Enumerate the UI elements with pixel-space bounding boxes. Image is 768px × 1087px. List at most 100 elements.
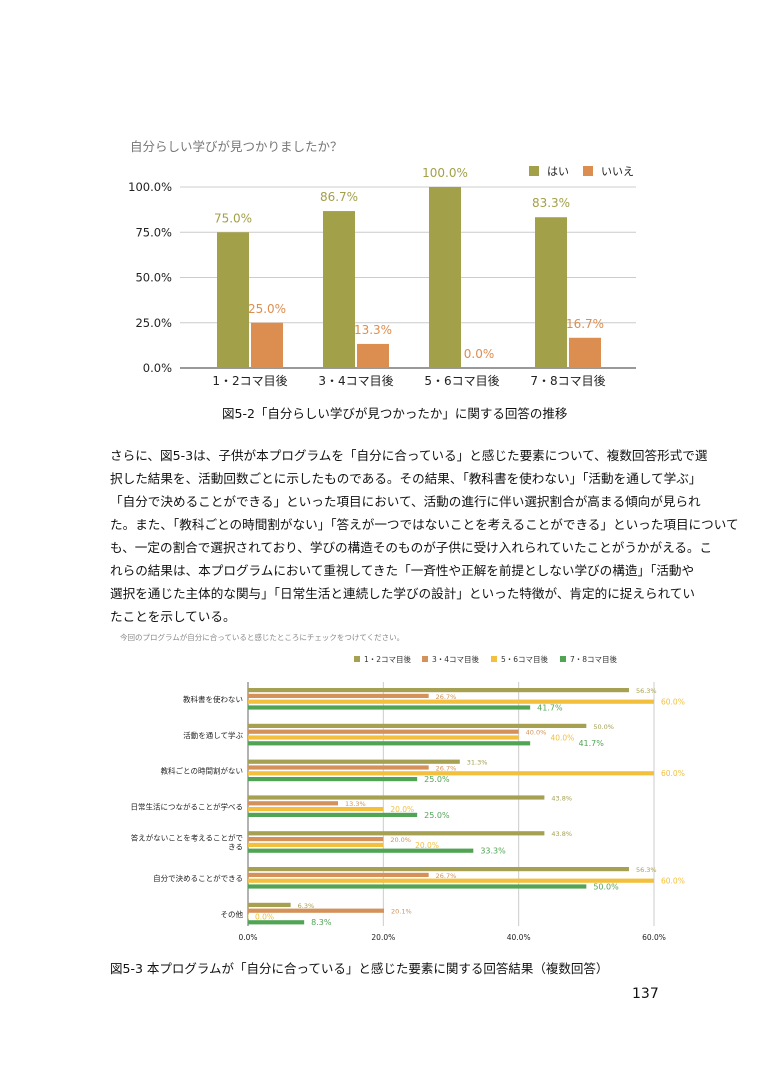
data-label: 43.8% xyxy=(551,794,572,802)
y-tick-label: 100.0% xyxy=(128,180,172,194)
bar xyxy=(357,343,389,368)
bar xyxy=(248,902,291,907)
x-tick-label: 60.0% xyxy=(642,933,666,942)
figure-5-2-caption: 図5-2「自分らしい学びが見つかったか」に関する回答の推移 xyxy=(222,406,568,421)
legend-swatch xyxy=(583,166,593,176)
data-label: 25.0% xyxy=(424,775,450,784)
bar xyxy=(251,322,283,368)
data-label: 0.0% xyxy=(255,912,274,921)
bar xyxy=(248,693,429,698)
data-label: 56.3% xyxy=(636,866,657,874)
figure-5-3-caption: 図5-3 本プログラムが「自分に合っている」と感じた要素に関する回答結果（複数回… xyxy=(110,961,609,976)
bar xyxy=(248,759,460,764)
y-tick-label: 75.0% xyxy=(135,225,172,239)
bar xyxy=(217,232,249,368)
x-tick-label: 5・6コマ目後 xyxy=(424,374,499,388)
legend-swatch xyxy=(422,656,428,662)
data-label: 86.7% xyxy=(320,190,358,204)
bar xyxy=(248,920,305,925)
legend-swatch xyxy=(560,656,566,662)
data-label: 83.3% xyxy=(532,196,570,210)
bar xyxy=(248,837,384,842)
x-tick-label: 3・4コマ目後 xyxy=(318,374,393,388)
bar xyxy=(248,729,519,734)
bar xyxy=(248,878,654,883)
category-label: きる xyxy=(228,843,243,852)
data-label: 20.1% xyxy=(391,908,412,916)
bar xyxy=(248,831,545,836)
data-label: 43.8% xyxy=(551,830,572,838)
data-label: 13.3% xyxy=(354,323,392,337)
chart-self-learning: 自分らしい学びが見つかりましたか？ 0.0% 25.0% 50.0% 75.0% 100.… xyxy=(128,139,636,388)
bar xyxy=(248,914,249,919)
x-tick-label: 0.0% xyxy=(238,933,257,942)
data-label: 50.0% xyxy=(593,882,619,891)
chart-title: 今回のプログラムが自分に合っていると感じたところにチェックをつけてください。 xyxy=(120,632,404,642)
data-label: 60.0% xyxy=(661,877,685,886)
bar xyxy=(248,842,384,847)
paragraph-line: も、一定の割合で選択されており、学びの構造そのものが子供に受け入れられていたこと… xyxy=(110,540,713,555)
data-label: 31.3% xyxy=(467,759,488,767)
data-label: 25.0% xyxy=(424,811,450,820)
bar xyxy=(248,741,531,746)
data-label: 26.7% xyxy=(436,764,457,772)
bar xyxy=(535,217,567,368)
data-label: 60.0% xyxy=(661,769,685,778)
page-number: 137 xyxy=(632,986,659,1002)
data-label: 33.3% xyxy=(480,847,506,856)
category-label: 教科書を使わない xyxy=(183,694,243,704)
data-label: 26.7% xyxy=(436,693,457,701)
bar xyxy=(248,801,338,806)
bar xyxy=(248,705,531,710)
paragraph-line: れらの結果は、本プログラムにおいて重視してきた「一斉性や正解を前提としない学びの… xyxy=(110,563,695,578)
x-tick-label: 40.0% xyxy=(507,933,531,942)
legend-label: 1・2コマ目後 xyxy=(364,654,412,664)
bar xyxy=(248,771,654,776)
data-label: 75.0% xyxy=(214,211,252,225)
category-label: 日常生活につながることが学べる xyxy=(131,801,244,811)
bar xyxy=(248,795,545,800)
category-label: その他 xyxy=(221,909,244,919)
legend-swatch xyxy=(529,166,539,176)
legend-swatch xyxy=(491,656,497,662)
data-label: 41.7% xyxy=(578,739,604,748)
body-paragraph: さらに、図5-3は、子供が本プログラムを「自分に合っている」と感じた要素について… xyxy=(110,444,739,628)
x-tick-label: 7・8コマ目後 xyxy=(530,374,605,388)
x-tick-label: 20.0% xyxy=(371,933,395,942)
bar xyxy=(248,735,519,740)
legend-label: いいえ xyxy=(601,165,634,178)
category-label: 活動を通して学ぶ xyxy=(183,730,243,740)
data-label: 6.3% xyxy=(298,902,315,910)
category-label: 教科ごとの時間割がない xyxy=(161,766,243,776)
bar xyxy=(248,872,429,877)
bar xyxy=(248,908,385,913)
category-label: 答えがないことを考えることがで xyxy=(131,833,243,843)
legend-label: 5・6コマ目後 xyxy=(501,654,549,664)
bar xyxy=(569,337,601,368)
y-tick-label: 50.0% xyxy=(135,271,172,285)
data-label: 20.0% xyxy=(390,836,411,844)
data-label: 8.3% xyxy=(311,918,332,927)
paragraph-line: たことを示している。 xyxy=(110,609,236,624)
paragraph-line: た。また、「教科ごとの時間割がない」「答えが一つではないことを考えることができる… xyxy=(110,517,739,532)
bar xyxy=(248,884,587,889)
bar xyxy=(248,848,474,853)
bar xyxy=(248,765,429,770)
bar xyxy=(248,688,629,693)
y-tick-label: 0.0% xyxy=(143,361,172,375)
y-tick-label: 25.0% xyxy=(135,316,172,330)
data-label: 16.7% xyxy=(566,317,604,331)
category-label: 自分で決めることができる xyxy=(153,873,243,883)
chart-title: 自分らしい学びが見つかりましたか？ xyxy=(130,139,343,154)
data-label: 13.3% xyxy=(345,800,366,808)
data-label: 20.0% xyxy=(415,841,439,850)
bar xyxy=(248,812,418,817)
legend-swatch xyxy=(354,656,360,662)
paragraph-line: さらに、図5-3は、子供が本プログラムを「自分に合っている」と感じた要素について… xyxy=(110,448,708,463)
paragraph-line: 択した結果を、活動回数ごとに示したものである。その結果、「教科書を使わない」「活… xyxy=(110,471,702,486)
bar xyxy=(248,723,587,728)
paragraph-line: 選択を通じた主体的な関与」「日常生活と連続した学びの設計」といった特徴が、肯定的… xyxy=(110,586,695,601)
legend-label: 3・4コマ目後 xyxy=(432,654,480,664)
data-label: 60.0% xyxy=(661,698,685,707)
x-tick-label: 1・2コマ目後 xyxy=(212,374,287,388)
